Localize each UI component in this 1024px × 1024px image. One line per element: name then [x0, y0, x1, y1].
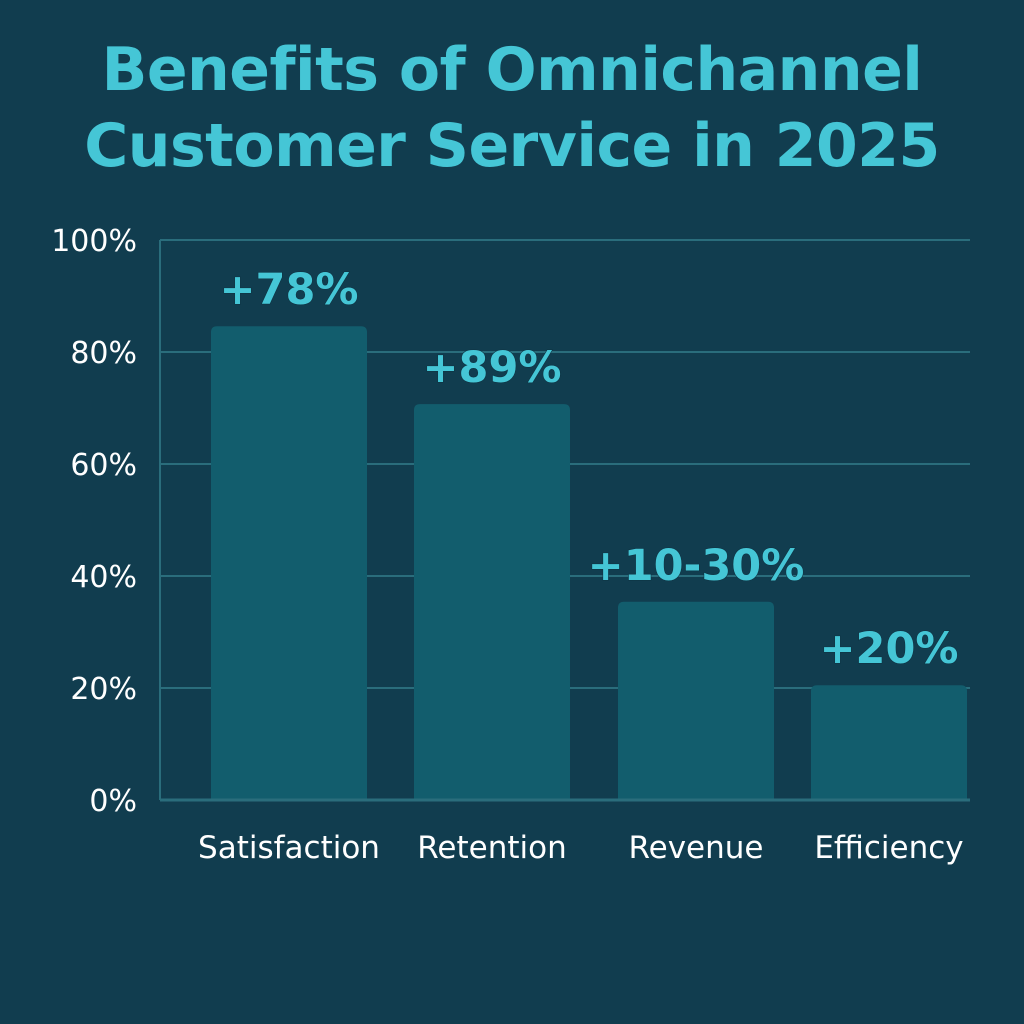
y-tick-label: 80% — [70, 336, 137, 371]
axes — [159, 240, 970, 802]
y-tick-label: 0% — [89, 784, 137, 819]
x-tick-label: Satisfaction — [198, 830, 380, 866]
x-axis-ticks: Satisfaction Retention Revenue Efficiency — [198, 830, 964, 866]
data-label-retention: +89% — [423, 343, 562, 393]
x-tick-label: Retention — [417, 830, 566, 866]
y-tick-label: 100% — [51, 224, 137, 259]
data-labels: +78% +89% +10-30% +20% — [219, 265, 959, 675]
data-label-efficiency: +20% — [820, 624, 959, 674]
x-tick-label: Efficiency — [814, 830, 963, 866]
x-tick-label: Revenue — [628, 830, 763, 866]
chart-title-line-1: Benefits of Omnichannel — [101, 35, 923, 105]
y-tick-label: 60% — [70, 448, 137, 483]
y-tick-label: 40% — [70, 560, 137, 595]
data-label-satisfaction: +78% — [220, 265, 359, 315]
bar-retention — [414, 404, 570, 800]
bar-satisfaction — [211, 326, 367, 800]
bars — [211, 326, 967, 800]
y-tick-label: 20% — [70, 672, 137, 707]
data-label-revenue: +10-30% — [588, 541, 805, 591]
bar-efficiency — [811, 685, 967, 800]
chart-title: Benefits of Omnichannel Customer Service… — [0, 32, 1024, 184]
bar-revenue — [618, 601, 774, 800]
chart-title-line-2: Customer Service in 2025 — [84, 111, 940, 181]
y-axis-ticks: 0% 20% 40% 60% 80% 100% — [51, 224, 137, 819]
